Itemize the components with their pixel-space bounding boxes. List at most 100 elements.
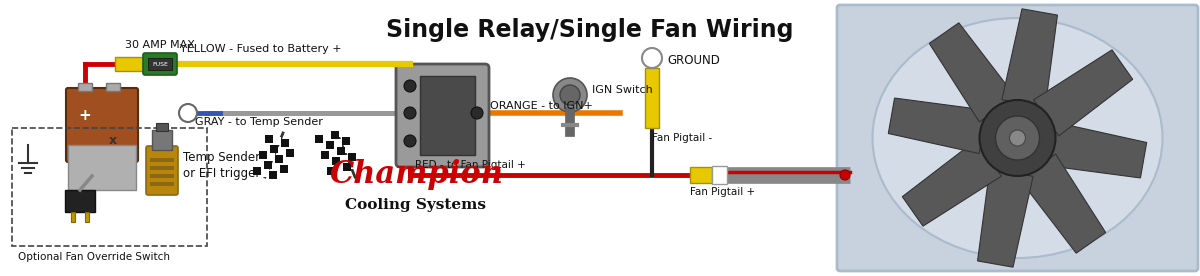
Polygon shape xyxy=(888,98,986,153)
FancyBboxPatch shape xyxy=(146,146,178,195)
Bar xyxy=(323,133,331,141)
Bar xyxy=(253,167,262,175)
Bar xyxy=(150,166,174,170)
Bar xyxy=(275,155,283,163)
Bar xyxy=(274,137,281,145)
Text: IGN Switch: IGN Switch xyxy=(592,85,653,95)
FancyBboxPatch shape xyxy=(66,88,138,162)
Bar xyxy=(68,145,136,190)
Text: or EFI trigger: or EFI trigger xyxy=(182,168,260,181)
Text: ORANGE - to IGN+: ORANGE - to IGN+ xyxy=(490,101,593,111)
Bar xyxy=(272,163,280,171)
Bar xyxy=(286,149,294,157)
Bar xyxy=(340,129,347,137)
Bar xyxy=(331,131,340,139)
Bar xyxy=(289,141,298,149)
Bar xyxy=(318,143,326,151)
Bar xyxy=(329,149,337,157)
Bar xyxy=(277,173,286,181)
Bar xyxy=(348,153,356,161)
Bar xyxy=(281,139,289,147)
Circle shape xyxy=(840,170,850,180)
Text: Champion: Champion xyxy=(330,160,504,190)
Bar xyxy=(78,83,92,91)
Bar xyxy=(71,212,74,222)
Bar xyxy=(712,166,727,184)
Text: Single Relay/Single Fan Wiring: Single Relay/Single Fan Wiring xyxy=(386,18,793,42)
Bar xyxy=(12,128,208,246)
Text: GRAY - to Temp Sender: GRAY - to Temp Sender xyxy=(194,117,323,127)
Polygon shape xyxy=(978,169,1033,267)
Bar xyxy=(65,190,95,212)
Bar xyxy=(106,83,120,91)
FancyBboxPatch shape xyxy=(143,53,178,75)
FancyBboxPatch shape xyxy=(838,5,1198,271)
Bar xyxy=(152,130,172,150)
Polygon shape xyxy=(1033,50,1133,136)
Text: Cooling Systems: Cooling Systems xyxy=(346,198,486,212)
Bar xyxy=(264,161,272,169)
Text: 30 AMP MAX: 30 AMP MAX xyxy=(125,40,194,50)
Bar xyxy=(343,163,352,171)
Bar xyxy=(342,137,350,145)
Bar xyxy=(314,135,323,143)
Bar xyxy=(115,57,143,71)
Bar xyxy=(148,58,172,70)
Bar xyxy=(156,123,168,131)
Circle shape xyxy=(404,135,416,147)
Text: Optional Fan Override Switch: Optional Fan Override Switch xyxy=(18,252,170,262)
Text: +: + xyxy=(79,107,91,123)
Bar xyxy=(646,68,659,128)
Circle shape xyxy=(179,104,197,122)
Bar xyxy=(150,158,174,162)
Bar xyxy=(150,174,174,178)
Ellipse shape xyxy=(872,18,1163,258)
Text: RED - to Fan Pigtail +: RED - to Fan Pigtail + xyxy=(415,160,526,170)
Bar xyxy=(332,157,340,165)
Polygon shape xyxy=(929,23,1015,122)
Bar xyxy=(150,182,174,186)
Bar xyxy=(335,165,343,173)
Circle shape xyxy=(404,80,416,92)
Circle shape xyxy=(642,48,662,68)
Text: Temp Sender: Temp Sender xyxy=(182,152,260,164)
Bar xyxy=(256,159,264,167)
Bar xyxy=(690,167,712,183)
Polygon shape xyxy=(1002,9,1057,107)
Bar xyxy=(85,212,89,222)
Bar xyxy=(278,147,286,155)
Bar xyxy=(322,151,329,159)
Bar xyxy=(326,167,335,175)
Text: GROUND: GROUND xyxy=(667,54,720,67)
Bar xyxy=(324,159,332,167)
Bar xyxy=(265,135,274,143)
Bar xyxy=(420,76,475,155)
Bar xyxy=(346,145,353,153)
Bar xyxy=(259,151,266,159)
Circle shape xyxy=(470,107,482,119)
Circle shape xyxy=(560,85,580,105)
Bar xyxy=(270,145,278,153)
Text: YELLOW - Fused to Battery +: YELLOW - Fused to Battery + xyxy=(180,44,342,54)
Text: x: x xyxy=(109,134,118,147)
Circle shape xyxy=(553,78,587,112)
Text: Fan Pigtail -: Fan Pigtail - xyxy=(652,133,713,143)
Bar xyxy=(283,157,292,165)
Bar xyxy=(269,171,277,179)
FancyBboxPatch shape xyxy=(396,64,490,167)
Circle shape xyxy=(404,107,416,119)
Text: Fan Pigtail +: Fan Pigtail + xyxy=(690,187,755,197)
Bar xyxy=(337,147,346,155)
Bar xyxy=(266,153,275,161)
Circle shape xyxy=(1009,130,1026,146)
Circle shape xyxy=(979,100,1056,176)
Bar xyxy=(280,165,288,173)
Text: FUSE: FUSE xyxy=(152,62,168,67)
Bar xyxy=(262,169,269,177)
Polygon shape xyxy=(902,140,1002,226)
Polygon shape xyxy=(1048,123,1147,178)
Bar xyxy=(262,143,270,151)
Bar xyxy=(352,161,359,169)
Bar xyxy=(340,155,348,163)
Polygon shape xyxy=(1020,154,1105,253)
